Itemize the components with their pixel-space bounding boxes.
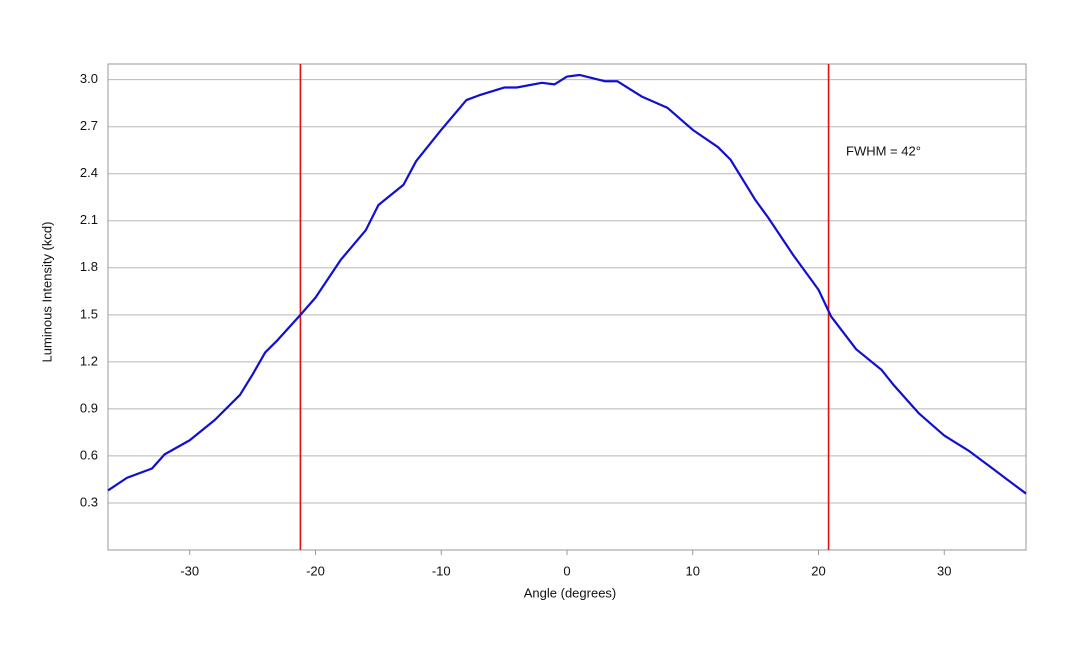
x-tick-label: 10 — [686, 563, 700, 578]
y-tick-label: 1.8 — [80, 259, 98, 274]
x-tick-label: 30 — [937, 563, 951, 578]
y-tick-label: 0.3 — [80, 494, 98, 509]
x-axis-label: Angle (degrees) — [524, 585, 617, 600]
x-tick-label: -30 — [180, 563, 199, 578]
y-tick-label: 3.0 — [80, 71, 98, 86]
y-tick-label: 2.7 — [80, 118, 98, 133]
y-tick-label: 1.5 — [80, 306, 98, 321]
y-tick-label: 2.4 — [80, 165, 98, 180]
x-tick-label: 0 — [563, 563, 570, 578]
y-tick-label: 1.2 — [80, 353, 98, 368]
plot-frame — [107, 63, 1027, 551]
x-tick-label: -10 — [432, 563, 451, 578]
y-axis-label: Luminous Intensity (kcd) — [39, 222, 54, 363]
y-tick-label: 2.1 — [80, 212, 98, 227]
annotation: FWHM = 42° — [846, 143, 921, 158]
intensity-curve — [107, 73, 1027, 495]
x-tick-label: -20 — [306, 563, 325, 578]
x-tick-label: 20 — [811, 563, 825, 578]
y-tick-label: 0.6 — [80, 447, 98, 462]
y-tick-label: 0.9 — [80, 400, 98, 415]
